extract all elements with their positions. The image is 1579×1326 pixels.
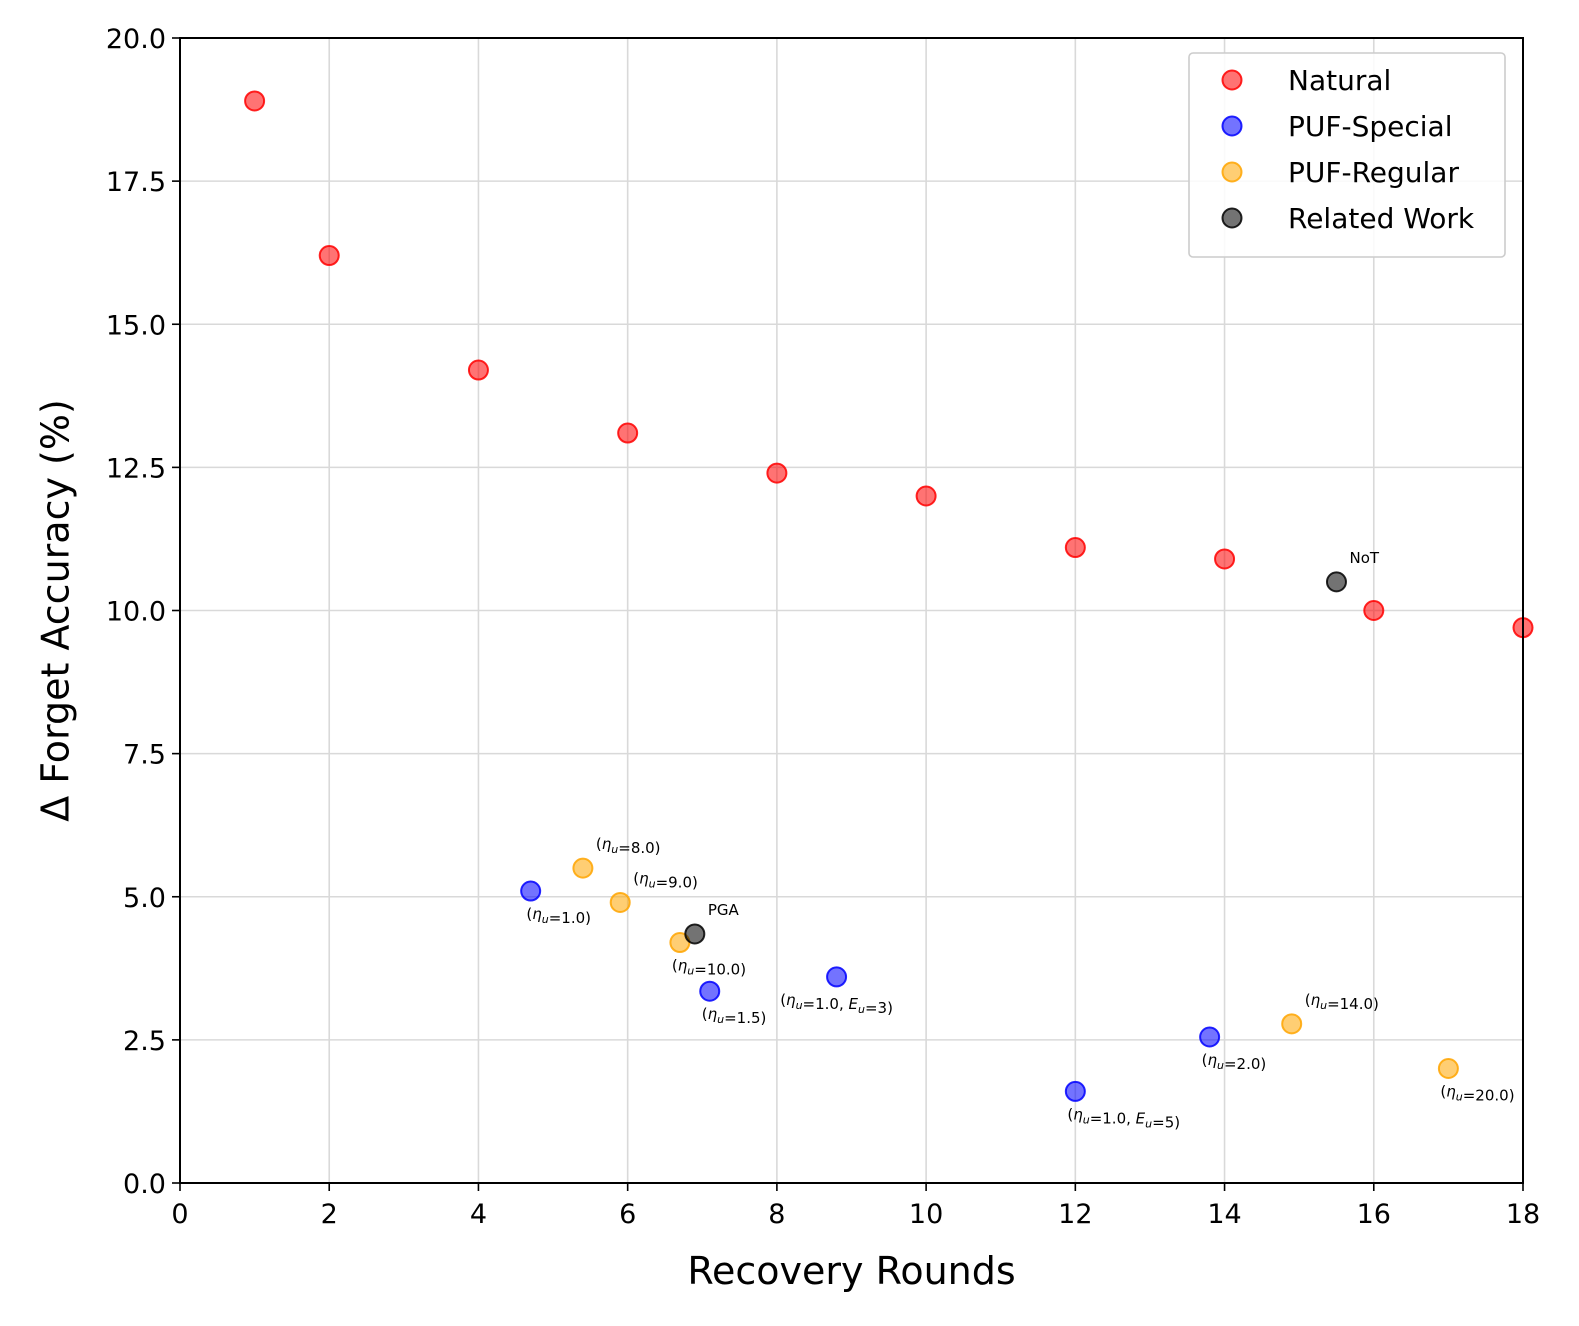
data-point-puf-special: [1064, 1080, 1086, 1102]
legend: Natural PUF-Special PUF-Regular Related Wor…: [1188, 52, 1506, 258]
x-tick-label: 6: [619, 1199, 636, 1230]
y-tick-label: 20.0: [106, 24, 166, 55]
point-annotation: (ηu=14.0): [1305, 991, 1379, 1013]
data-points: [244, 90, 1534, 1102]
legend-label: Related Work: [1288, 202, 1475, 235]
x-tick-label: 2: [321, 1199, 338, 1230]
data-point-natural: [318, 245, 340, 267]
legend-marker: [1221, 161, 1243, 183]
point-annotation: (ηu=1.0, Eu=5): [1067, 1105, 1180, 1131]
data-point-natural: [1214, 548, 1236, 570]
data-point-puf-regular: [1437, 1058, 1459, 1079]
legend-box: [1188, 52, 1506, 258]
data-point-puf-regular: [1281, 1013, 1303, 1035]
point-annotation: (ηu=2.0): [1202, 1051, 1267, 1073]
data-point-natural: [617, 422, 639, 444]
axis-ticks: 0 2 4 6 8 10 12 14 16 18 0.0 2.5 5.0 7.5 10.0 12.5 15.0 1…: [106, 24, 1540, 1230]
x-tick-label: 12: [1058, 1199, 1092, 1230]
legend-label: PUF-Special: [1288, 110, 1452, 143]
data-point-puf-special: [826, 966, 848, 988]
point-annotation: (ηu=8.0): [596, 835, 661, 857]
data-point-natural: [766, 462, 788, 484]
legend-marker: [1221, 207, 1243, 229]
legend-label: PUF-Regular: [1288, 156, 1459, 189]
y-tick-label: 7.5: [123, 740, 166, 771]
data-point-puf-regular: [572, 857, 594, 879]
x-tick-label: 14: [1207, 1199, 1241, 1230]
y-axis-label: Δ Forget Accuracy (%): [34, 399, 78, 822]
data-point-natural: [467, 359, 489, 381]
y-tick-label: 0.0: [123, 1169, 166, 1200]
y-tick-label: 15.0: [106, 310, 166, 341]
data-point-natural: [1064, 537, 1086, 559]
point-annotation: NoT: [1349, 549, 1379, 567]
point-annotation: (ηu=1.5): [702, 1005, 767, 1027]
point-annotations: (ηu=1.0) (ηu=1.5) (ηu=1.0, Eu=3) (ηu=1.0, E…: [526, 549, 1514, 1132]
x-tick-label: 4: [470, 1199, 487, 1230]
point-annotation: (ηu=10.0): [672, 957, 746, 979]
y-tick-label: 10.0: [106, 597, 166, 628]
data-point-related-work: [684, 923, 706, 945]
data-point-natural: [915, 485, 937, 507]
data-point-natural: [1363, 600, 1385, 621]
point-annotation: PGA: [708, 901, 740, 919]
plot-area-frame: [179, 37, 1524, 1184]
point-annotation: (ηu=9.0): [633, 869, 698, 891]
data-point-puf-special: [520, 880, 542, 902]
x-tick-label: 16: [1357, 1199, 1391, 1230]
legend-marker: [1221, 69, 1243, 91]
x-tick-label: 18: [1506, 1199, 1540, 1230]
data-point-puf-special: [1199, 1026, 1221, 1048]
y-tick-label: 17.5: [106, 167, 166, 198]
y-tick-label: 12.5: [106, 453, 166, 484]
x-axis-label: Recovery Rounds: [687, 1249, 1015, 1293]
data-point-natural: [244, 90, 266, 112]
point-annotation: (ηu=1.0, Eu=3): [780, 991, 893, 1017]
y-tick-label: 2.5: [123, 1026, 166, 1057]
x-tick-label: 0: [171, 1199, 188, 1230]
data-point-related-work: [1325, 571, 1347, 593]
point-annotation: (ηu=1.0): [526, 905, 591, 927]
data-point-puf-regular: [609, 891, 631, 913]
legend-label: Natural: [1288, 64, 1391, 97]
data-point-puf-special: [699, 980, 721, 1002]
x-tick-label: 8: [768, 1199, 785, 1230]
y-tick-label: 5.0: [123, 883, 166, 914]
x-tick-label: 10: [909, 1199, 943, 1230]
point-annotation: (ηu=20.0): [1440, 1083, 1514, 1105]
legend-marker: [1221, 115, 1243, 137]
